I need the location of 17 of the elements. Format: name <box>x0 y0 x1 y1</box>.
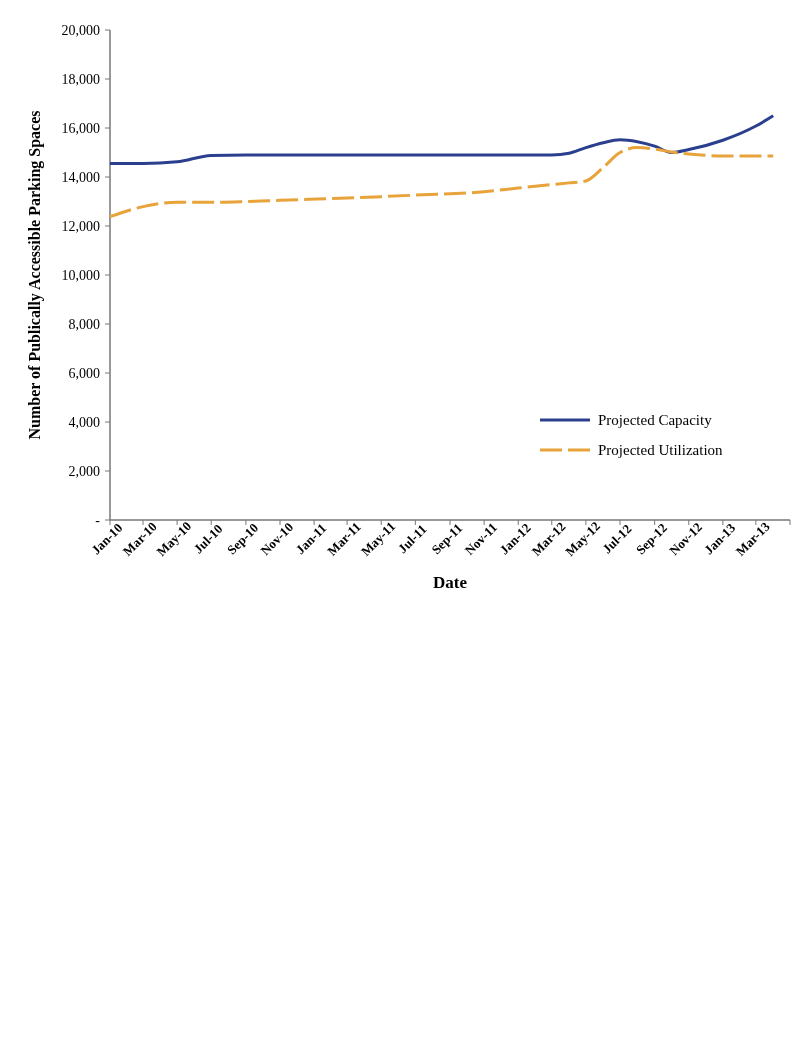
legend-label: Projected Utilization <box>598 442 724 458</box>
y-tick-label: 12,000 <box>61 218 100 234</box>
y-tick-label: - <box>95 512 101 528</box>
y-tick-label: 10,000 <box>61 267 100 283</box>
y-tick-label: 6,000 <box>68 365 100 381</box>
legend-label: Projected Capacity <box>598 412 713 428</box>
y-tick-label: 16,000 <box>61 120 100 136</box>
y-tick-label: 4,000 <box>68 414 100 430</box>
y-tick-label: 20,000 <box>61 22 100 38</box>
y-tick-label: 18,000 <box>61 71 100 87</box>
y-tick-label: 14,000 <box>61 169 100 185</box>
line-series <box>108 146 775 219</box>
x-axis-title: Date <box>433 573 468 592</box>
y-axis-title: Number of Publically Accessible Parking Spaces <box>26 110 44 440</box>
y-tick-label: 2,000 <box>68 463 100 479</box>
y-tick-label: 8,000 <box>68 316 100 332</box>
line-series <box>108 114 775 166</box>
